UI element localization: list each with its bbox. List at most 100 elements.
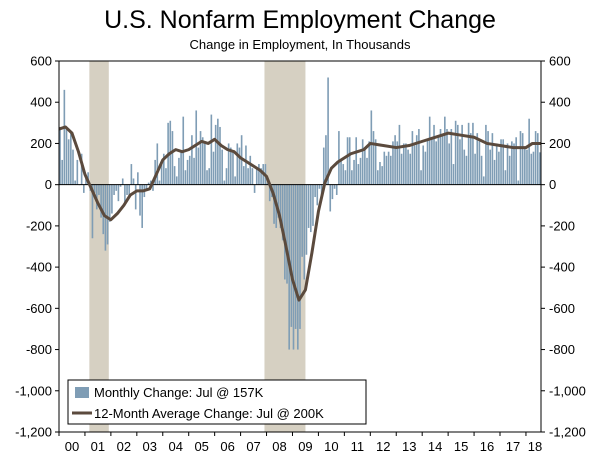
monthly-bar xyxy=(495,143,498,185)
monthly-bar xyxy=(193,157,195,185)
monthly-bar xyxy=(377,170,379,185)
monthly-bar xyxy=(286,184,288,284)
x-tick-label: 03 xyxy=(143,439,157,454)
monthly-bar xyxy=(303,184,306,280)
monthly-bar xyxy=(348,137,351,185)
monthly-bar xyxy=(413,145,416,185)
monthly-bar xyxy=(154,159,156,185)
monthly-bar xyxy=(437,137,440,185)
legend-monthly-change-label: Monthly Change: Jul @ 157K xyxy=(94,385,264,400)
monthly-bar xyxy=(156,143,159,185)
monthly-bar xyxy=(355,137,358,185)
monthly-bar xyxy=(80,153,83,185)
monthly-bar xyxy=(325,135,327,185)
monthly-bar xyxy=(221,149,223,185)
monthly-bar xyxy=(208,168,210,185)
monthly-bar xyxy=(530,153,533,185)
y-tick-label-left: -1,000 xyxy=(15,383,52,398)
monthly-bar xyxy=(124,184,126,204)
monthly-bar xyxy=(242,166,245,185)
x-tick-label: 11 xyxy=(351,439,365,454)
monthly-bar xyxy=(498,151,500,185)
monthly-bar xyxy=(74,180,76,185)
legend-bar-swatch xyxy=(75,387,89,398)
monthly-bar xyxy=(454,120,457,185)
monthly-bar xyxy=(255,168,258,185)
y-tick-label-right: -400 xyxy=(549,260,575,275)
monthly-bar xyxy=(67,139,70,185)
x-tick-label: 16 xyxy=(480,439,494,454)
monthly-bar xyxy=(506,143,509,185)
monthly-bar xyxy=(59,126,61,185)
monthly-bar xyxy=(478,141,481,185)
monthly-bar xyxy=(387,151,390,185)
monthly-bar xyxy=(232,151,234,185)
x-tick-label: 15 xyxy=(454,439,468,454)
monthly-bar xyxy=(70,133,72,185)
monthly-bar xyxy=(485,124,487,185)
monthly-bar xyxy=(204,143,206,185)
monthly-bar xyxy=(426,139,429,185)
monthly-bar xyxy=(446,129,448,185)
monthly-bar xyxy=(297,184,299,350)
monthly-bar xyxy=(307,184,310,228)
x-tick-label: 04 xyxy=(169,439,183,454)
monthly-bar xyxy=(268,184,271,202)
monthly-bar xyxy=(467,122,470,185)
monthly-bar xyxy=(418,129,420,185)
monthly-bar xyxy=(346,137,349,185)
monthly-bar xyxy=(158,180,161,185)
monthly-bar xyxy=(294,184,297,329)
monthly-bar xyxy=(301,184,303,257)
x-tick-label: 10 xyxy=(324,439,338,454)
y-tick-label-left: 600 xyxy=(30,54,52,69)
y-tick-label-right: 0 xyxy=(549,177,556,192)
monthly-bar xyxy=(299,184,301,329)
monthly-bar xyxy=(214,124,217,185)
y-tick-label-right: 400 xyxy=(549,95,571,110)
monthly-bar xyxy=(389,155,392,185)
monthly-bar xyxy=(63,89,66,185)
monthly-bar xyxy=(91,184,94,239)
monthly-bar xyxy=(134,184,137,210)
monthly-bar xyxy=(366,157,368,185)
monthly-bar xyxy=(500,139,502,185)
x-tick-label: 00 xyxy=(65,439,79,454)
monthly-bar xyxy=(126,184,128,195)
monthly-bar xyxy=(385,155,388,185)
monthly-bar xyxy=(102,184,105,235)
y-tick-label-left: -400 xyxy=(26,260,52,275)
monthly-bar xyxy=(292,184,295,350)
monthly-bar xyxy=(422,145,425,185)
monthly-bar xyxy=(247,168,249,185)
monthly-bar xyxy=(528,118,530,185)
monthly-bar xyxy=(93,184,96,193)
monthly-bar xyxy=(502,139,505,185)
monthly-bar xyxy=(331,184,334,200)
monthly-bar xyxy=(245,145,247,185)
monthly-bar xyxy=(312,184,314,226)
monthly-bar xyxy=(223,180,226,185)
monthly-bar xyxy=(504,170,507,185)
y-tick-label-left: -200 xyxy=(26,218,52,233)
monthly-bar xyxy=(197,147,200,185)
monthly-bar xyxy=(210,114,213,185)
legend: Monthly Change: Jul @ 157K 12-Month Aver… xyxy=(67,379,367,425)
monthly-bar xyxy=(359,157,362,185)
monthly-bar xyxy=(113,184,115,195)
monthly-bar xyxy=(281,184,284,241)
monthly-bar xyxy=(115,184,118,191)
monthly-bar xyxy=(121,178,124,185)
plot-frame xyxy=(58,60,542,433)
monthly-bar xyxy=(227,143,230,185)
x-tick-label: 06 xyxy=(220,439,234,454)
monthly-bar xyxy=(195,110,198,185)
recession-shading xyxy=(89,61,306,432)
monthly-bar xyxy=(316,184,319,206)
monthly-bar xyxy=(452,164,455,185)
monthly-bar xyxy=(95,184,98,210)
monthly-bar xyxy=(165,168,167,185)
y-tick-label-left: -600 xyxy=(26,301,52,316)
monthly-bar xyxy=(392,141,394,185)
